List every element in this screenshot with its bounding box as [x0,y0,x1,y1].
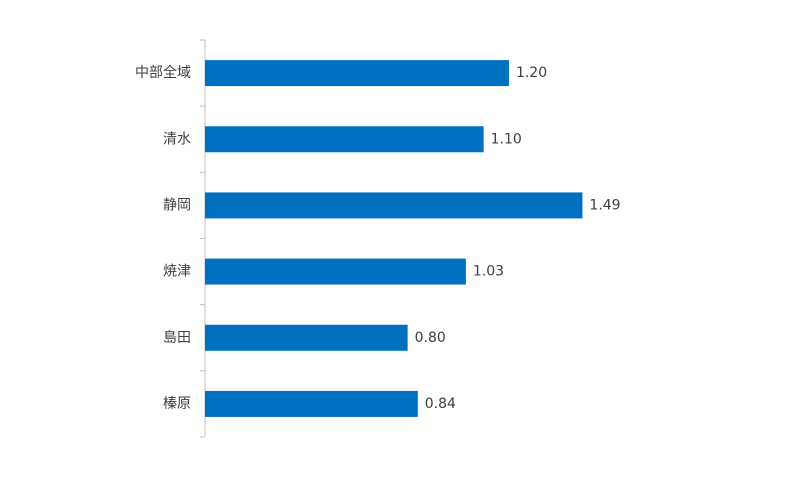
bar [205,390,418,417]
bar [205,60,509,87]
y-tick-label: 焼津 [163,264,191,280]
data-label: 0.80 [415,330,446,346]
bar [205,258,466,285]
bar [205,126,484,153]
bar [205,192,583,219]
data-label: 1.03 [473,264,504,280]
bar [205,324,408,351]
y-tick-label: 中部全域 [135,64,191,81]
y-tick-label: 清水 [163,131,191,147]
data-label: 1.10 [491,131,522,147]
y-tick-label: 島田 [163,330,191,346]
y-tick-label: 静岡 [163,197,191,213]
y-tick-label: 榛原 [163,395,191,412]
data-label: 1.20 [516,65,547,81]
data-label: 1.49 [589,197,620,213]
data-label: 0.84 [425,396,456,412]
